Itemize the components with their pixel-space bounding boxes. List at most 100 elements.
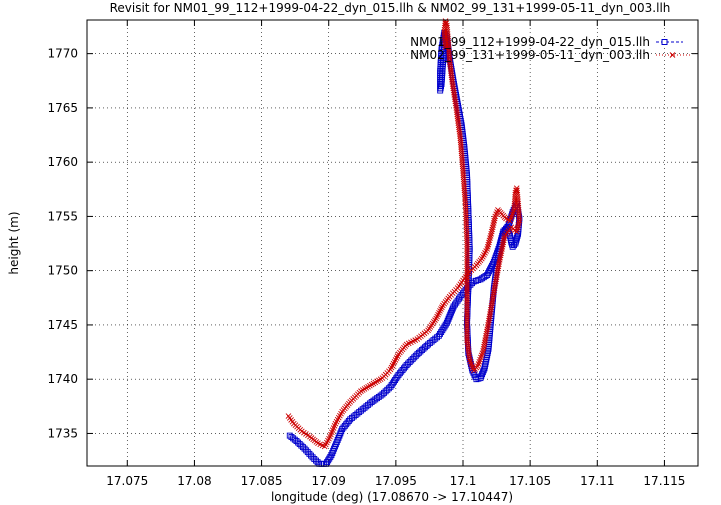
data-point-cross <box>460 170 466 176</box>
data-point-cross <box>463 215 469 222</box>
data-point-square <box>487 266 493 273</box>
data-point-cross <box>458 150 465 157</box>
data-point-cross <box>483 330 490 337</box>
data-point-cross <box>481 343 487 350</box>
data-point-cross <box>464 265 470 272</box>
data-point-cross <box>490 293 496 300</box>
data-point-cross <box>464 317 470 324</box>
data-point-cross <box>492 283 498 289</box>
data-point-cross <box>515 209 522 215</box>
data-point-cross <box>460 176 467 183</box>
data-point-square <box>484 272 491 278</box>
data-point-cross <box>464 237 470 244</box>
x-tick-label: 17.095 <box>375 474 417 488</box>
x-tick-label: 17.115 <box>643 474 685 488</box>
data-point-cross <box>452 96 458 103</box>
data-point-cross <box>462 200 469 207</box>
y-tick-label: 1765 <box>47 101 78 115</box>
data-point-cross <box>459 157 465 163</box>
x-tick-label: 17.08 <box>177 474 211 488</box>
data-point-square <box>299 444 306 451</box>
data-point-square <box>444 317 451 324</box>
data-point-cross <box>446 46 452 53</box>
data-point-cross <box>464 287 470 294</box>
data-point-cross <box>464 289 470 296</box>
x-tick-label: 17.075 <box>106 474 148 488</box>
data-point-cross <box>464 313 470 320</box>
data-point-cross <box>486 313 493 320</box>
data-point-square <box>443 319 450 326</box>
data-point-cross <box>458 152 465 159</box>
data-point-cross <box>497 254 503 261</box>
data-point-cross <box>495 263 502 270</box>
data-point-cross <box>500 237 507 244</box>
data-point-cross <box>464 302 470 309</box>
data-point-cross <box>459 159 466 165</box>
data-point-cross <box>496 261 502 267</box>
data-point-cross <box>460 174 467 181</box>
data-point-cross <box>464 328 470 335</box>
data-point-cross <box>453 105 460 111</box>
data-point-cross <box>484 328 490 335</box>
data-point-cross <box>464 252 470 259</box>
data-point-square <box>442 321 449 328</box>
data-point-square <box>405 360 412 367</box>
y-tick-label: 1750 <box>47 264 78 278</box>
data-point-cross <box>481 339 488 346</box>
data-point-cross <box>463 209 469 215</box>
data-point-cross <box>458 141 464 148</box>
data-point-cross <box>485 322 491 328</box>
data-point-cross <box>464 280 470 287</box>
data-point-square <box>384 386 391 393</box>
data-point-cross <box>515 198 521 205</box>
data-point-cross <box>489 226 496 233</box>
data-point-cross <box>487 309 494 315</box>
y-tick-label: 1770 <box>47 47 78 61</box>
data-point-cross <box>461 181 467 187</box>
data-point-cross <box>464 339 471 346</box>
data-point-square <box>303 447 310 454</box>
data-point-cross <box>463 233 470 239</box>
x-tick-label: 17.105 <box>509 474 551 488</box>
data-point-cross <box>463 228 470 235</box>
chart-title: Revisit for NM01_99_112+1999-04-22_dyn_0… <box>110 1 671 15</box>
y-axis-label: height (m) <box>7 211 21 274</box>
data-point-square <box>406 359 413 365</box>
data-point-square <box>514 232 521 239</box>
data-point-cross <box>464 319 470 326</box>
data-point-cross <box>464 274 470 281</box>
x-tick-label: 17.11 <box>580 474 614 488</box>
data-point-square <box>480 367 487 374</box>
data-point-cross <box>484 326 491 333</box>
data-point-cross <box>446 48 452 55</box>
legend-entry-label: NM01_99_112+1999-04-22_dyn_015.llh <box>410 35 650 49</box>
data-point-cross <box>451 94 458 100</box>
data-point-cross <box>487 311 493 317</box>
data-point-square <box>327 453 334 460</box>
data-point-cross <box>452 98 459 105</box>
data-point-cross <box>459 154 465 161</box>
data-point-cross <box>458 144 464 150</box>
y-tick-label: 1740 <box>47 372 78 386</box>
data-point-cross <box>490 222 497 228</box>
data-point-cross <box>482 335 489 341</box>
data-point-square <box>301 445 308 452</box>
data-point-cross <box>458 148 465 155</box>
data-point-cross <box>481 341 488 348</box>
x-axis-ticks: 17.075 17.08 17.085 17.09 17.095 17.1 17.105 17… <box>106 20 685 488</box>
data-point-cross <box>460 165 466 172</box>
data-point-cross <box>461 187 468 194</box>
data-point-cross <box>511 202 518 209</box>
data-point-cross <box>464 322 470 328</box>
data-point-cross <box>450 83 456 90</box>
data-point-cross <box>464 278 470 285</box>
data-point-cross <box>493 274 500 281</box>
data-point-square <box>311 455 318 462</box>
data-point-cross <box>464 246 470 252</box>
data-point-cross <box>491 215 498 222</box>
legend-entry-label: NM02_99_131+1999-05-11_dyn_003.llh <box>410 48 650 62</box>
data-point-cross <box>464 332 470 339</box>
y-tick-label: 1735 <box>47 426 78 440</box>
data-point-cross <box>464 254 470 261</box>
